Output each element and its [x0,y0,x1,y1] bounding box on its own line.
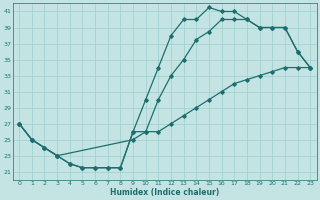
X-axis label: Humidex (Indice chaleur): Humidex (Indice chaleur) [110,188,219,197]
